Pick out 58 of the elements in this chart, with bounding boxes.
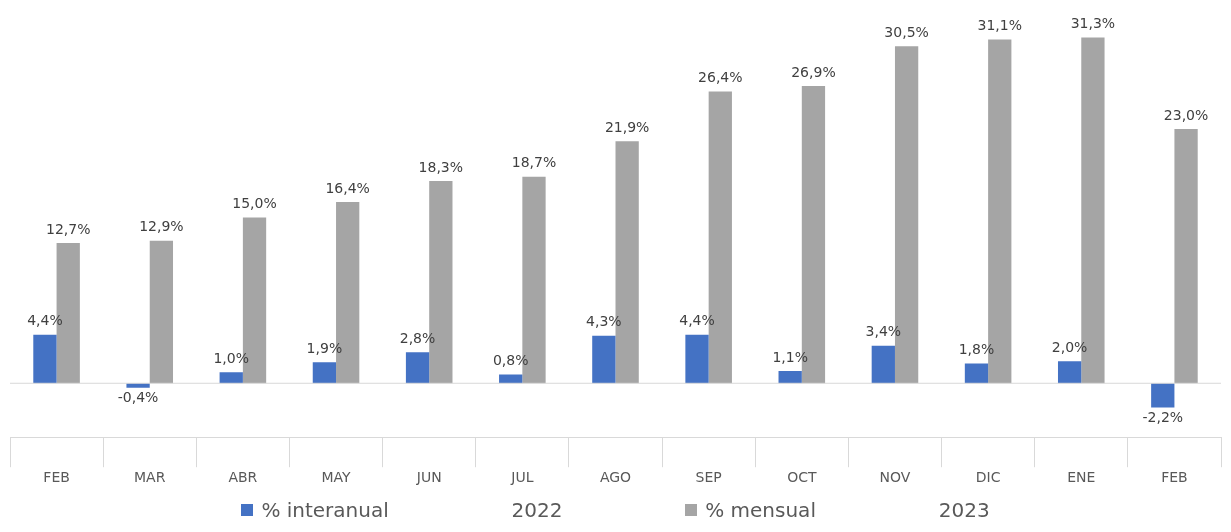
data-label: 26,4% xyxy=(698,69,743,86)
bar xyxy=(778,371,802,384)
data-label: 1,0% xyxy=(213,349,250,366)
bar xyxy=(592,335,616,384)
data-label: 18,7% xyxy=(511,154,557,171)
data-label: 21,9% xyxy=(604,118,650,135)
x-tick-label: MAR xyxy=(134,469,166,486)
data-label: 12,7% xyxy=(45,220,91,237)
data-label: 26,9% xyxy=(791,63,836,80)
x-tick-label: JUL xyxy=(510,469,534,486)
data-label: 4,3% xyxy=(586,313,622,330)
data-label: 4,4% xyxy=(679,312,715,329)
data-label: 1,8% xyxy=(958,341,995,358)
data-label: 16,4% xyxy=(325,179,370,196)
legend-label: % mensual xyxy=(705,498,816,522)
bar xyxy=(405,352,430,384)
data-label: 31,1% xyxy=(977,17,1022,34)
x-tick-label: DIC xyxy=(975,469,1001,486)
bar xyxy=(1151,383,1175,408)
data-label: -2,2% xyxy=(1142,409,1184,426)
data-label: 18,3% xyxy=(418,158,464,175)
bar xyxy=(149,240,174,384)
data-label: 4,4% xyxy=(27,312,63,329)
x-tick-label: ABR xyxy=(228,469,258,486)
x-tick-label: NOV xyxy=(879,469,911,486)
x-tick-label: FEB xyxy=(1161,469,1188,486)
bar xyxy=(1174,129,1198,384)
bar xyxy=(312,362,337,384)
bar xyxy=(219,372,243,384)
legend-label: % interanual xyxy=(261,498,389,522)
data-label: 2,8% xyxy=(399,329,436,346)
data-label: 1,9% xyxy=(306,339,343,356)
bar xyxy=(126,383,150,388)
bar xyxy=(964,363,989,384)
data-label: 2,0% xyxy=(1051,338,1088,355)
bar xyxy=(685,334,709,384)
x-tick-label: MAY xyxy=(321,469,352,486)
x-tick-label: FEB xyxy=(43,469,70,486)
bar xyxy=(33,334,57,384)
data-label: 31,3% xyxy=(1070,15,1116,32)
data-label: 23,0% xyxy=(1163,106,1209,123)
bar xyxy=(1057,361,1082,384)
x-tick-label: AGO xyxy=(599,469,632,486)
text: 2022 xyxy=(511,498,563,522)
bar xyxy=(499,374,523,384)
data-label: 30,5% xyxy=(884,23,929,40)
data-label: -0,4% xyxy=(117,389,159,406)
data-label: 12,9% xyxy=(139,218,184,235)
data-label: 15,0% xyxy=(232,195,277,212)
x-tick-label: OCT xyxy=(787,469,817,486)
data-label: 0,8% xyxy=(492,352,529,369)
data-label: 1,1% xyxy=(772,348,808,365)
bar xyxy=(871,345,895,384)
x-tick-label: SEP xyxy=(695,469,722,486)
x-tick-label: ENE xyxy=(1067,469,1096,486)
text: 2023 xyxy=(938,498,990,522)
x-tick-label: JUN xyxy=(415,469,442,486)
data-label: 3,4% xyxy=(865,323,902,340)
